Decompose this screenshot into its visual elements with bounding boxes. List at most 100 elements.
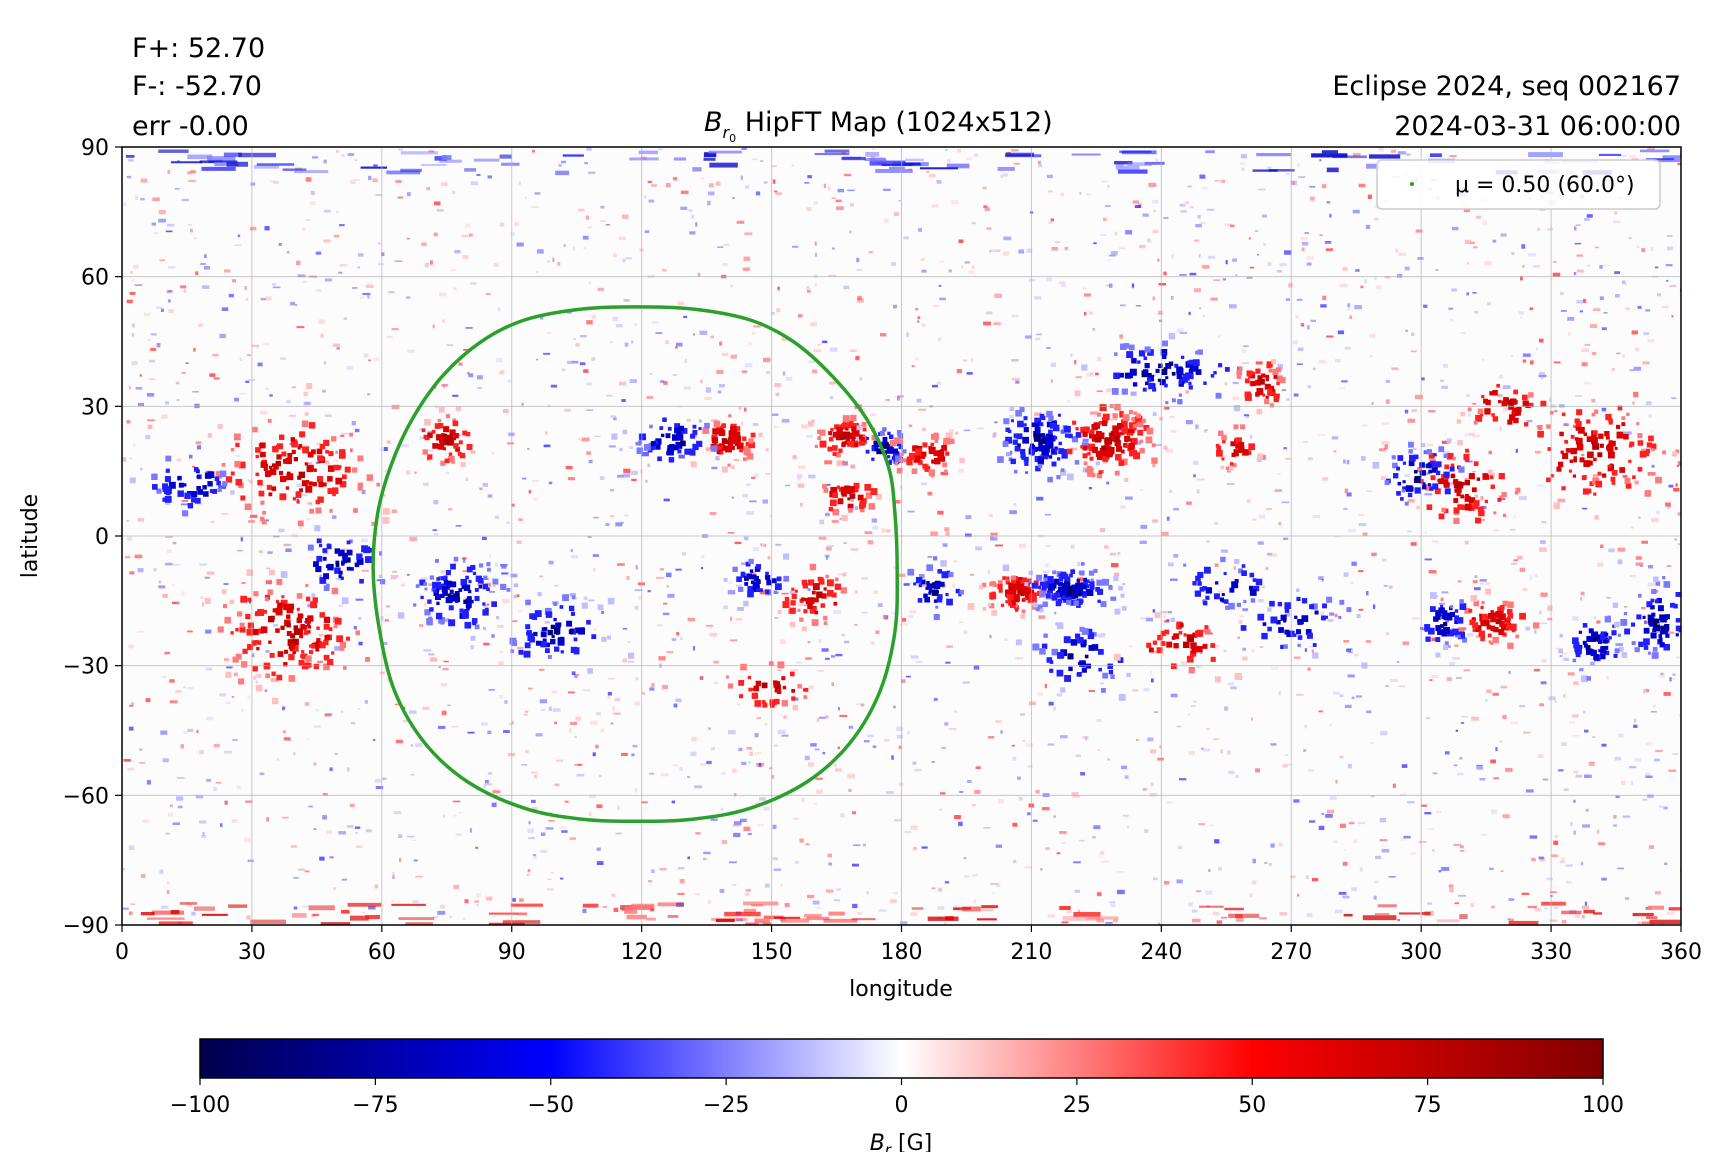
region-pixel (281, 451, 287, 457)
region-pixel (1465, 448, 1470, 453)
region-pixel (1051, 461, 1057, 467)
noise-speck (1187, 185, 1192, 188)
region-pixel (553, 627, 561, 635)
region-pixel (1124, 372, 1131, 379)
noise-speck (743, 536, 749, 541)
noise-speck (1606, 596, 1612, 599)
region-pixel (832, 492, 838, 499)
region-pixel (472, 571, 477, 576)
region-pixel (1271, 358, 1277, 364)
noise-speck (1212, 911, 1220, 916)
noise-speck (496, 624, 504, 628)
region-pixel (948, 572, 954, 578)
noise-speck (273, 624, 278, 627)
noise-speck (962, 681, 971, 684)
noise-speck (672, 176, 678, 181)
region-pixel (733, 431, 741, 438)
noise-speck (1312, 514, 1321, 519)
noise-speck (1378, 147, 1384, 152)
noise-speck (167, 881, 170, 885)
region-pixel (1507, 601, 1514, 608)
noise-speck (1265, 567, 1269, 571)
noise-speck (730, 284, 733, 288)
noise-speck (622, 473, 631, 478)
noise-speck (206, 716, 214, 721)
polar-band-speck (1224, 907, 1244, 911)
region-pixel (665, 433, 671, 439)
region-pixel (1414, 469, 1418, 474)
region-pixel (544, 607, 552, 615)
noise-speck (1126, 826, 1130, 828)
noise-speck (1525, 789, 1534, 793)
noise-speck (665, 340, 669, 345)
polar-band-speck (1598, 153, 1622, 156)
noise-speck (1562, 652, 1568, 655)
region-pixel (344, 466, 351, 473)
noise-speck (611, 893, 616, 898)
noise-speck (1555, 835, 1558, 838)
noise-speck (1372, 604, 1376, 609)
noise-speck (266, 567, 271, 570)
region-pixel (299, 431, 306, 438)
region-pixel (739, 694, 744, 699)
noise-speck (1257, 541, 1264, 545)
noise-speck (391, 509, 397, 514)
noise-speck (429, 260, 433, 265)
region-pixel (1203, 381, 1207, 385)
noise-speck (1531, 857, 1536, 862)
region-pixel (280, 599, 288, 607)
noise-speck (1045, 847, 1050, 850)
noise-speck (1274, 489, 1283, 492)
region-pixel (323, 585, 330, 592)
noise-speck (547, 888, 554, 891)
region-pixel (296, 617, 303, 624)
noise-speck (1534, 629, 1537, 634)
noise-speck (164, 401, 169, 405)
region-pixel (1645, 448, 1651, 454)
region-pixel (299, 614, 304, 619)
noise-speck (709, 632, 718, 637)
region-pixel (1174, 363, 1179, 368)
noise-speck (772, 179, 776, 184)
noise-speck (1012, 859, 1017, 864)
noise-speck (137, 568, 144, 573)
noise-speck (338, 831, 346, 835)
region-pixel (448, 455, 455, 463)
noise-speck (1565, 864, 1573, 867)
noise-speck (146, 392, 155, 397)
noise-speck (1079, 839, 1085, 842)
region-pixel (1070, 599, 1077, 606)
noise-speck (797, 483, 805, 488)
noise-speck (824, 460, 833, 465)
noise-speck (354, 428, 360, 433)
region-pixel (789, 591, 793, 595)
polar-band-speck (751, 903, 764, 907)
polar-band-speck (624, 909, 638, 914)
noise-speck (994, 421, 998, 424)
region-pixel (455, 406, 462, 412)
region-pixel (1008, 589, 1012, 593)
noise-speck (1152, 464, 1156, 468)
noise-speck (1312, 367, 1316, 371)
noise-speck (561, 368, 566, 372)
noise-speck (195, 441, 202, 445)
noise-speck (819, 519, 825, 525)
noise-speck (1037, 160, 1041, 165)
noise-speck (1131, 286, 1134, 290)
region-pixel (1262, 393, 1266, 397)
noise-speck (146, 780, 151, 785)
region-pixel (751, 692, 759, 699)
noise-speck (1539, 857, 1546, 862)
noise-speck (383, 470, 390, 472)
region-pixel (1464, 495, 1471, 502)
noise-speck (382, 494, 386, 497)
region-pixel (847, 420, 854, 428)
noise-speck (735, 618, 743, 621)
region-pixel (482, 583, 489, 590)
noise-speck (167, 169, 171, 174)
noise-speck (760, 160, 764, 163)
noise-speck (632, 744, 638, 748)
region-pixel (268, 465, 273, 469)
noise-speck (958, 239, 964, 244)
region-pixel (850, 434, 855, 439)
